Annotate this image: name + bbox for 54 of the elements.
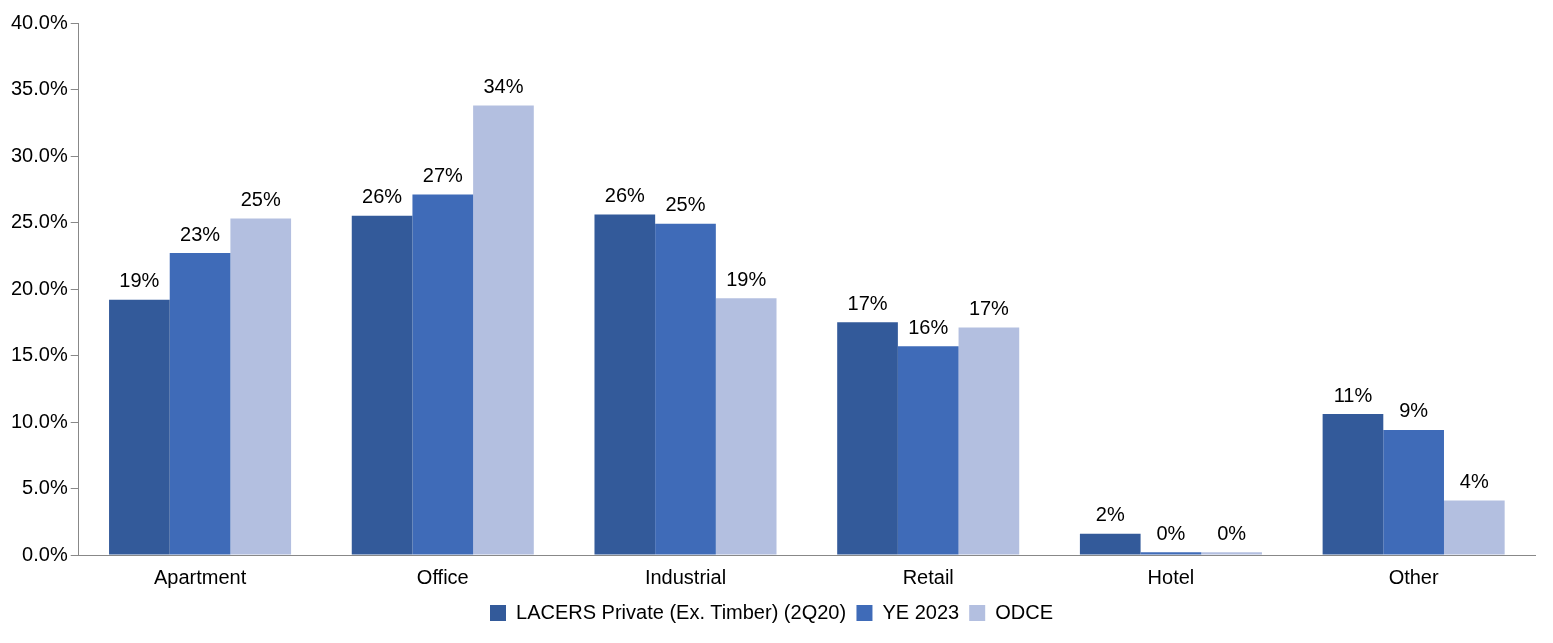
y-tick-label: 40.0% — [10, 10, 68, 33]
y-tick-label: 25.0% — [10, 210, 68, 233]
data-label: 27% — [422, 164, 464, 187]
data-label: 0% — [1156, 521, 1186, 544]
data-label: 19% — [726, 267, 767, 290]
x-tick-label: Retail — [902, 565, 954, 588]
bar — [1201, 552, 1262, 555]
legend-label: YE 2023 — [882, 600, 960, 623]
bar — [594, 214, 656, 555]
y-tick-label: 0.0% — [22, 542, 68, 565]
data-label: 34% — [483, 74, 524, 97]
data-label: 19% — [119, 269, 160, 292]
data-label: 11% — [1333, 383, 1373, 406]
data-label: 4% — [1459, 469, 1489, 492]
data-label: 16% — [908, 315, 949, 338]
y-tick-label: 20.0% — [10, 276, 68, 299]
bar — [655, 223, 716, 555]
x-tick-label: Apartment — [153, 565, 247, 588]
data-label: 26% — [362, 185, 403, 208]
bar — [715, 298, 777, 555]
data-label: 23% — [180, 222, 221, 245]
bar — [837, 322, 898, 555]
bar — [897, 346, 959, 555]
data-label: 17% — [847, 291, 888, 314]
data-label: 0% — [1217, 521, 1247, 544]
y-tick-label: 5.0% — [22, 476, 68, 499]
bar — [1322, 414, 1384, 555]
x-tick-label: Office — [416, 565, 469, 588]
x-tick-label: Industrial — [644, 565, 727, 588]
y-tick-label: 35.0% — [10, 77, 68, 100]
x-tick-label: Other — [1388, 565, 1439, 588]
legend-label: LACERS Private (Ex. Timber) (2Q20) — [516, 600, 847, 623]
legend-label: ODCE — [995, 600, 1053, 623]
x-tick-label: Hotel — [1147, 565, 1195, 588]
bar — [169, 253, 231, 555]
bar — [1079, 533, 1141, 555]
data-label: 25% — [240, 188, 281, 211]
bar — [412, 194, 474, 555]
data-label: 9% — [1399, 399, 1429, 422]
data-label: 25% — [665, 193, 706, 216]
bar — [1383, 429, 1444, 555]
bar — [1443, 500, 1505, 555]
data-label: 2% — [1095, 503, 1125, 526]
bar — [473, 105, 534, 555]
y-tick-label: 15.0% — [10, 343, 68, 366]
y-tick-label: 10.0% — [10, 409, 68, 432]
bar — [1140, 552, 1202, 555]
data-label: 26% — [604, 184, 646, 207]
bar — [958, 327, 1020, 555]
bar — [351, 215, 413, 555]
bar — [109, 299, 170, 555]
bar — [230, 218, 292, 555]
data-label: 17% — [968, 297, 1010, 320]
y-tick-label: 30.0% — [10, 143, 68, 166]
